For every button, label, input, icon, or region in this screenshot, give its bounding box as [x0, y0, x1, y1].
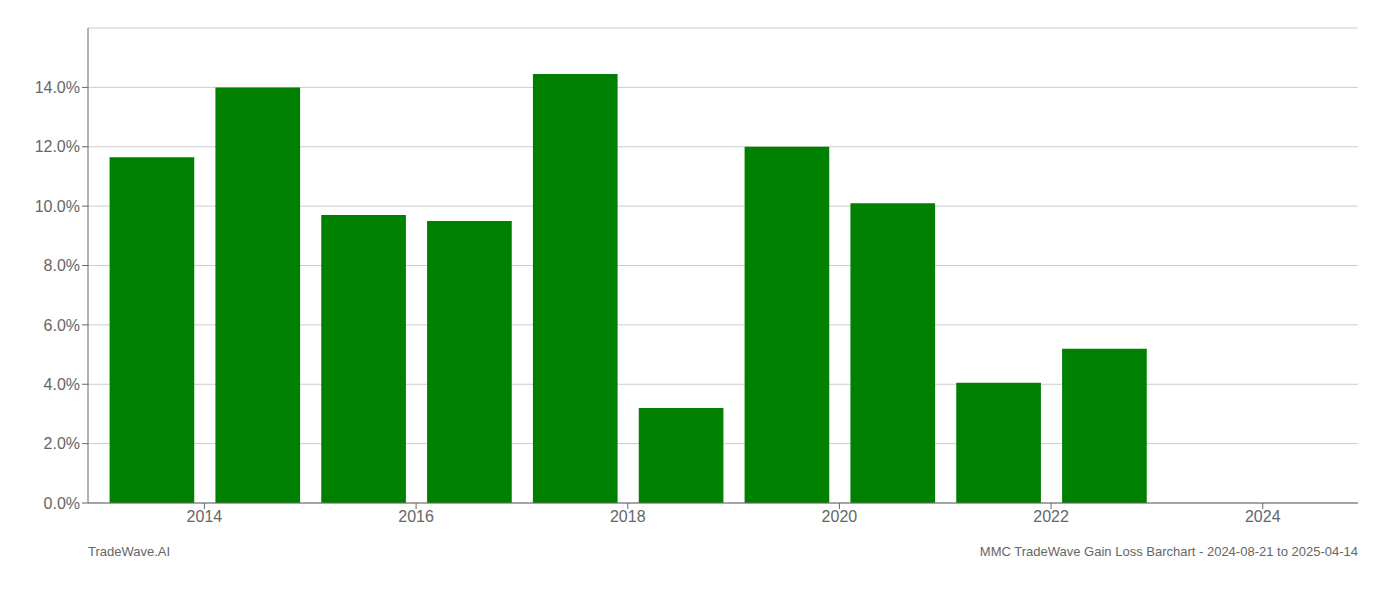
svg-text:2018: 2018 [610, 508, 646, 525]
svg-text:8.0%: 8.0% [44, 257, 80, 274]
svg-text:2020: 2020 [822, 508, 858, 525]
svg-text:6.0%: 6.0% [44, 317, 80, 334]
svg-text:0.0%: 0.0% [44, 495, 80, 512]
svg-text:14.0%: 14.0% [35, 79, 80, 96]
html-text:TradeWave.AI: TradeWave.AI [88, 544, 171, 559]
html-text:MMC TradeWave Gain Loss Barcha: MMC TradeWave Gain Loss Barchart - 2024-… [979, 544, 1358, 559]
svg-text:2024: 2024 [1245, 508, 1281, 525]
svg-text:2016: 2016 [398, 508, 434, 525]
svg-text:2.0%: 2.0% [44, 435, 80, 452]
svg-text:2022: 2022 [1033, 508, 1069, 525]
svg-text:12.0%: 12.0% [35, 138, 80, 155]
svg-text:4.0%: 4.0% [44, 376, 80, 393]
svg-text:2014: 2014 [187, 508, 223, 525]
svg-text:10.0%: 10.0% [35, 198, 80, 215]
